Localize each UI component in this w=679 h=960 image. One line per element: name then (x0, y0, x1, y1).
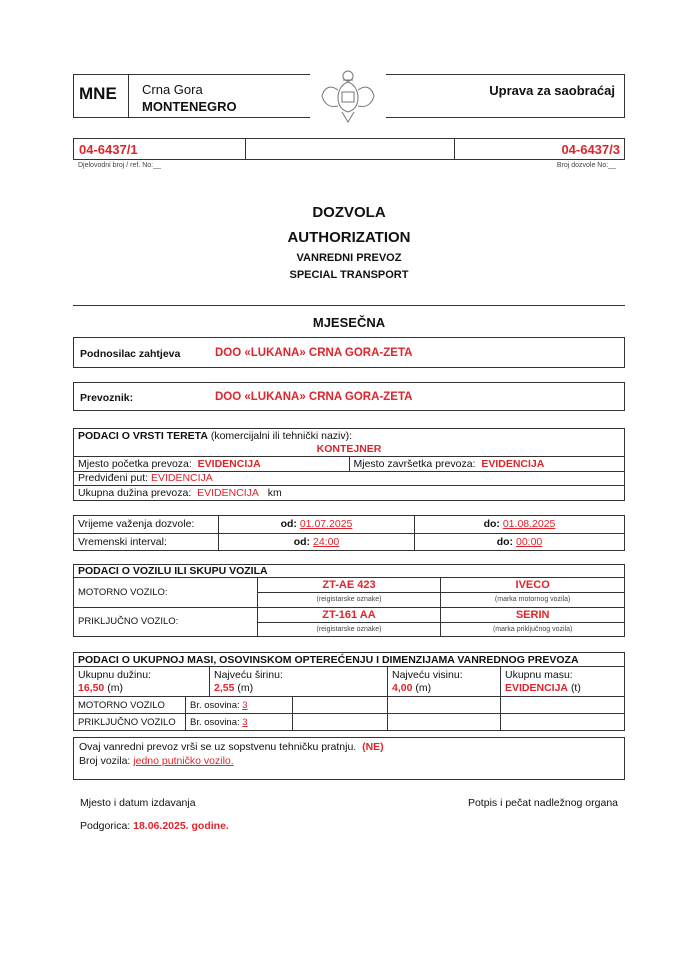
applicant-label: Podnosilac zahtjeva (80, 348, 181, 360)
width-unit: (m) (237, 681, 254, 694)
route-label: Predviđeni put: (78, 472, 149, 485)
motor-plate: ZT-AE 423 (256, 577, 442, 594)
cargo-name: KONTEJNER (316, 443, 382, 455)
mass-heading: PODACI O UKUPNOJ MASI, OSOVINSKOM OPTERE… (73, 652, 625, 667)
motor-plate-note: (reigistarske oznake) (256, 592, 442, 608)
to-label: do: (483, 518, 500, 531)
axles-label: Br. osovina: (190, 716, 240, 728)
trailer-axles: 3 (242, 716, 248, 728)
permit-label: Broj dozvole No:__ (556, 162, 616, 169)
length-unit: (m) (107, 681, 123, 694)
trailer-plate-note: (reigistarske oznake) (256, 621, 442, 638)
axles-label: Br. osovina: (190, 699, 240, 711)
place-date-label: Mjesto i datum izdavanja (80, 797, 196, 809)
title-dozvola: DOZVOLA (312, 204, 386, 221)
carrier-box: Prevoznik: DOO «LUKANA» CRNA GORA-ZETA (73, 382, 625, 411)
total-mass: EVIDENCIJA (505, 681, 569, 694)
country-en: MONTENEGRO (142, 99, 237, 114)
motor-axles: 3 (242, 699, 248, 711)
length-label: Ukupnu dužinu: (78, 668, 151, 681)
length-value: EVIDENCIJA (197, 487, 259, 500)
interval-label: Vremenski interval: (73, 532, 219, 551)
vehicle-heading: PODACI O VOZILU ILI SKUPU VOZILA (73, 563, 625, 579)
ref-number: 04-6437/1 (73, 138, 246, 160)
motor-make: IVECO (440, 577, 625, 594)
end-label: Mjesto završetka prevoza: (353, 457, 476, 470)
trailer-make-note: (marka priključnog vozila) (440, 621, 625, 638)
country-code: MNE (79, 84, 117, 103)
motor-make-note: (marka motornog vozila) (440, 592, 625, 608)
mass-unit: (t) (570, 681, 581, 694)
max-width: 2,55 (214, 681, 235, 694)
motor-vehicle-label: MOTORNO VOZILO: (73, 577, 258, 608)
valid-to: 01.08.2025 (502, 518, 556, 531)
applicant-value: DOO «LUKANA» CRNA GORA-ZETA (215, 347, 413, 359)
vehicle-section: PODACI O VOZILU ILI SKUPU VOZILA MOTORNO… (73, 563, 625, 638)
cargo-heading: PODACI O VRSTI TERETA (78, 430, 208, 442)
ref-middle-cell (245, 138, 455, 160)
carrier-value: DOO «LUKANA» CRNA GORA-ZETA (215, 391, 413, 403)
country-local: Crna Gora (142, 82, 203, 97)
title-authorization: AUTHORIZATION (287, 229, 411, 246)
total-length: 16,50 (78, 681, 105, 694)
permit-number: 04-6437/3 (454, 138, 625, 160)
height-unit: (m) (415, 681, 432, 694)
divider-line (73, 305, 625, 306)
from-label: od: (293, 535, 311, 548)
start-place: EVIDENCIJA (197, 457, 261, 470)
ref-label: Djelovodni broj / ref. No:__ (78, 162, 161, 169)
mass-section: PODACI O UKUPNOJ MASI, OSOVINSKOM OPTERE… (73, 652, 625, 731)
issue-date: 18.06.2025. godine. (133, 820, 229, 832)
escort-answer: (NE) (362, 741, 384, 753)
reference-row: 04-6437/1 04-6437/3 (73, 138, 625, 160)
valid-label: Vrijeme važenja dozvole: (73, 515, 219, 534)
trailer-label: PRIKLJUČNO VOZILO: (73, 606, 258, 638)
validity-section: Vrijeme važenja dozvole: od: 01.07.2025 … (73, 515, 625, 551)
end-place: EVIDENCIJA (481, 457, 545, 470)
divider (128, 74, 129, 118)
subtitle-en: SPECIAL TRANSPORT (289, 269, 409, 281)
authority-name: Uprava za saobraćaj (489, 83, 615, 98)
trailer-make: SERIN (440, 606, 625, 623)
vehicle-count-label: Broj vozila: (79, 755, 131, 767)
from-label: od: (280, 518, 297, 531)
escort-text: Ovaj vanredni prevoz vrši se uz sopstven… (79, 741, 357, 753)
cargo-section: PODACI O VRSTI TERETA (komercijalni ili … (73, 428, 625, 501)
length-unit: km (267, 487, 282, 500)
mass-label: Ukupnu masu: (505, 668, 573, 681)
length-label: Ukupna dužina prevoza: (78, 487, 192, 500)
signature-label: Potpis i pečat nadležnog organa (467, 797, 618, 809)
height-label: Najveću visinu: (392, 668, 463, 681)
interval-to: 00:00 (515, 535, 543, 548)
max-height: 4,00 (392, 681, 413, 694)
issue-place: Podgorica: (80, 820, 131, 832)
route-value: EVIDENCIJA (150, 472, 213, 485)
vehicle-count: jedno putničko vozilo. (133, 755, 234, 767)
carrier-label: Prevoznik: (80, 392, 134, 404)
start-label: Mjesto početka prevoza: (78, 457, 192, 470)
to-label: do: (496, 535, 514, 548)
subtitle-local: VANREDNI PREVOZ (296, 252, 402, 264)
escort-box: Ovaj vanredni prevoz vrši se uz sopstven… (73, 737, 625, 780)
trailer-plate: ZT-161 AA (256, 606, 442, 623)
applicant-box: Podnosilac zahtjeva DOO «LUKANA» CRNA GO… (73, 337, 625, 368)
width-label: Najveću širinu: (214, 668, 283, 681)
motor-label: MOTORNO VOZILO (73, 696, 186, 714)
cargo-heading-note: (komercijalni ili tehnički naziv): (210, 430, 353, 442)
permit-period: MJESEČNA (312, 315, 386, 330)
trailer-label: PRIKLJUČNO VOZILO (73, 713, 186, 731)
interval-from: 24:00 (312, 535, 340, 548)
valid-from: 01.07.2025 (299, 518, 353, 531)
coat-of-arms-emblem (321, 70, 375, 123)
